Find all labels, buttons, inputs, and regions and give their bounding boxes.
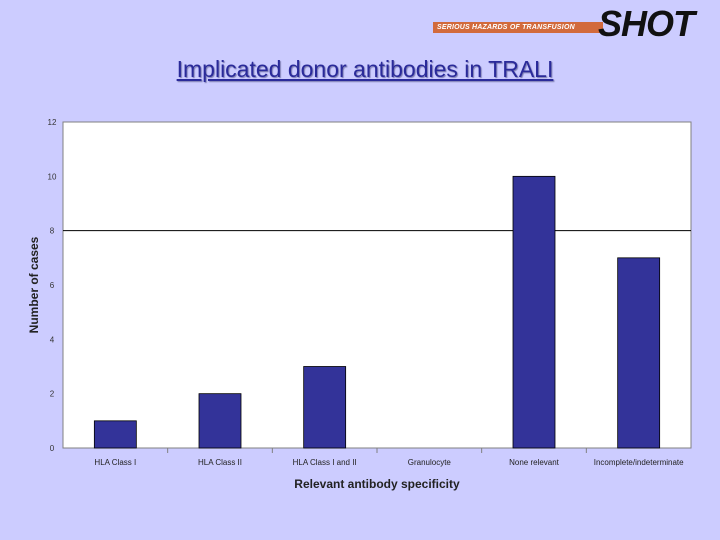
bar-4 [512,175,556,449]
x-category-label: HLA Class II [198,458,242,467]
bars [93,175,661,449]
y-tick-label: 10 [48,172,57,181]
y-tick-label: 8 [50,227,55,236]
y-tick-label: 4 [50,335,55,344]
x-category-label: Granulocyte [408,458,452,467]
bar-5 [617,257,661,449]
gridlines [63,230,691,453]
y-tick-label: 6 [50,281,55,290]
bar-2 [303,366,347,449]
y-tick-label: 0 [50,444,55,453]
x-axis-title: Relevant antibody specificity [294,477,460,491]
x-axis-categories: HLA Class I HLA Class II HLA Class I and I… [94,458,684,467]
x-category-label: HLA Class I and II [293,458,357,467]
y-tick-label: 12 [48,118,57,127]
y-axis-title: Number of cases [27,236,41,333]
y-axis-ticks: 0 2 4 6 8 10 12 [48,118,57,453]
bar-0 [93,420,137,449]
logo-banner [433,22,603,33]
bar-1 [198,393,242,449]
plot-area [62,121,692,449]
x-category-label: None relevant [509,458,560,467]
logo-tagline: SERIOUS HAZARDS OF TRANSFUSION [437,24,575,31]
x-category-label: HLA Class I [94,458,136,467]
logo: SHOT [598,3,695,44]
y-tick-label: 2 [50,390,55,399]
x-category-label: Incomplete/indeterminate [594,458,684,467]
page-title: Implicated donor antibodies in TRALI [176,56,554,82]
